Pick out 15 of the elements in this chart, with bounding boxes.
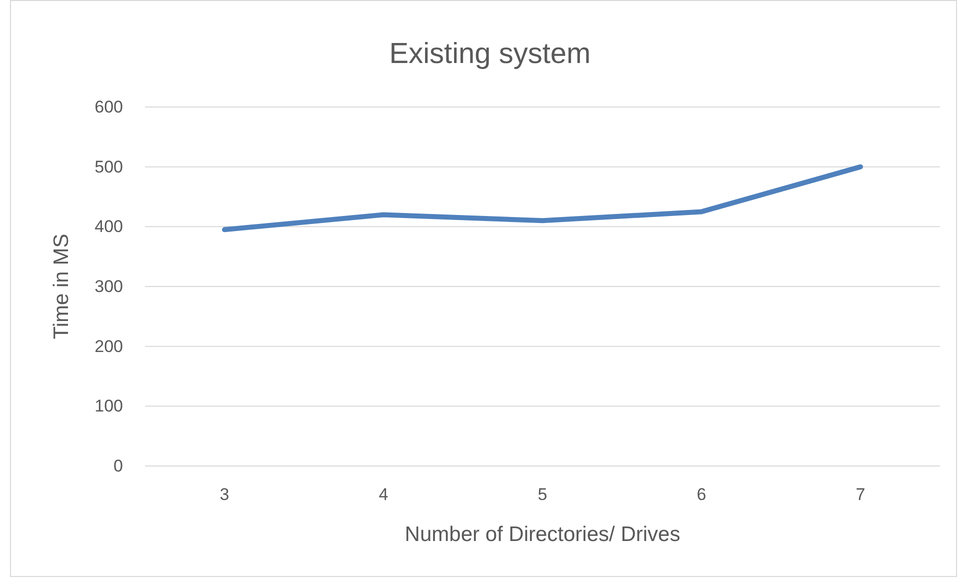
x-tick-label: 7 <box>856 485 866 504</box>
chart-title: Existing system <box>389 38 591 70</box>
y-tick-label: 100 <box>94 396 123 416</box>
y-tick-label: 300 <box>94 276 123 296</box>
y-axis-title: Time in MS <box>50 234 73 340</box>
y-tick-label: 500 <box>94 157 123 176</box>
y-tick-label: 600 <box>94 97 123 116</box>
x-tick-label: 3 <box>220 485 230 504</box>
y-tick-label: 400 <box>94 217 123 236</box>
x-axis-title: Number of Directories/ Drives <box>404 523 680 546</box>
x-tick-label: 6 <box>696 485 706 504</box>
y-tick-label: 200 <box>94 336 123 356</box>
x-tick-label: 5 <box>538 485 548 504</box>
x-tick-label: 4 <box>378 485 388 504</box>
y-tick-label: 0 <box>114 456 123 476</box>
